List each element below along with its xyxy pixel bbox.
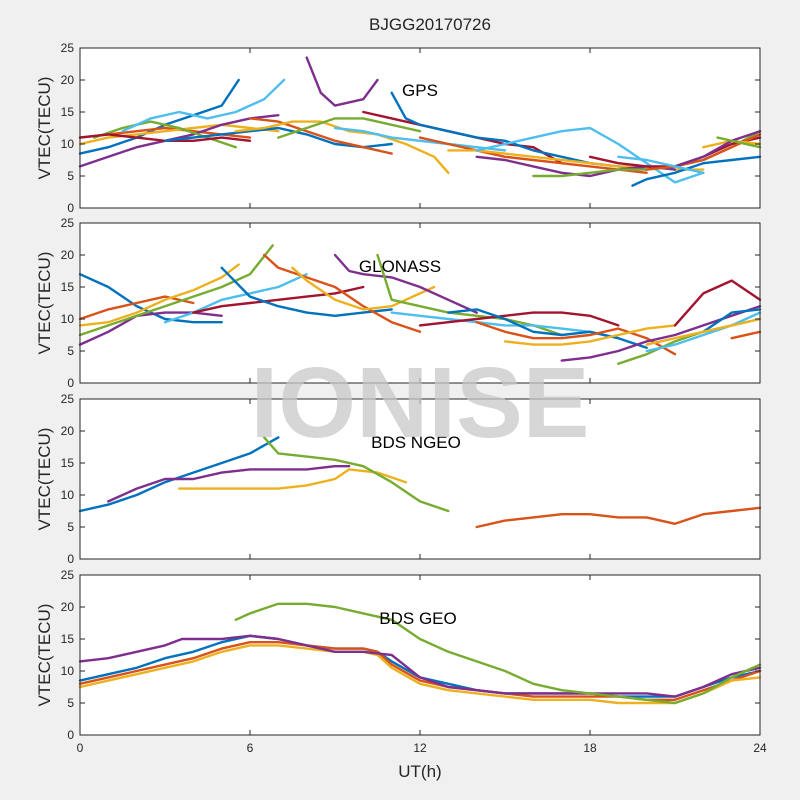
panel-3: 0 6 12 18 24 0 5 10 15 20 25 VTEC(TECU) BDS GEO: [35, 568, 767, 755]
series-line: [177, 468, 407, 490]
y-tick-label: 5: [67, 344, 74, 358]
watermark: IONISE: [251, 347, 590, 459]
y-tick-label: 20: [61, 248, 75, 262]
series-line: [121, 78, 286, 133]
y-tick-label: 0: [67, 376, 74, 390]
panel-1: 0 5 10 15 20 25 VTEC(TECU) GLONASS: [35, 216, 762, 390]
series-line: [277, 117, 422, 139]
y-tick-label: 0: [67, 728, 74, 742]
series-line: [234, 602, 762, 705]
series-line: [645, 317, 762, 346]
series-line: [560, 305, 762, 362]
series-line: [475, 506, 762, 529]
series-line: [107, 465, 351, 503]
y-tick-label: 25: [61, 216, 75, 230]
panel-label: BDS NGEO: [371, 433, 461, 452]
plot-area: [80, 575, 760, 735]
series-line: [263, 253, 422, 333]
y-tick-label: 15: [61, 280, 75, 294]
y-tick-label: 10: [61, 312, 75, 326]
series-line: [163, 273, 308, 324]
series-line: [333, 126, 507, 152]
series-line: [475, 321, 677, 356]
series-line: [263, 436, 450, 513]
y-axis-label: VTEC(TECU): [35, 428, 54, 531]
x-tick-label: 6: [247, 741, 254, 755]
y-tick-label: 5: [67, 169, 74, 183]
x-tick-label: 18: [583, 741, 597, 755]
y-tick-label: 0: [67, 552, 74, 566]
y-tick-label: 15: [61, 105, 75, 119]
panel-label: GPS: [402, 81, 438, 100]
panel-label: BDS GEO: [379, 609, 456, 628]
series-group: [78, 436, 762, 529]
series-line: [716, 136, 762, 149]
series-line: [192, 285, 365, 314]
y-tick-label: 10: [61, 488, 75, 502]
series-line: [78, 644, 762, 705]
series-line: [78, 113, 280, 168]
series-line: [78, 263, 240, 327]
y-tick-label: 20: [61, 73, 75, 87]
series-line: [291, 266, 436, 311]
chart-panels: 0 5 10 15 20 25 VTEC(TECU) GPS 0 5 10 15 20 25 VTEC(TE…: [35, 41, 767, 755]
y-tick-label: 25: [61, 568, 75, 582]
y-tick-label: 25: [61, 41, 75, 55]
series-group: [78, 244, 762, 365]
panel-label: GLONASS: [359, 257, 441, 276]
x-tick-label: 0: [77, 741, 84, 755]
figure-title: BJGG20170726: [369, 15, 491, 34]
y-axis-label: VTEC(TECU): [35, 252, 54, 355]
series-line: [702, 308, 762, 333]
series-line: [305, 56, 379, 107]
series-line: [418, 311, 620, 327]
series-line: [673, 279, 762, 327]
series-line: [248, 117, 393, 155]
y-tick-label: 20: [61, 424, 75, 438]
series-line: [78, 123, 280, 146]
x-axis-label: UT(h): [398, 762, 441, 781]
series-line: [78, 436, 280, 513]
y-tick-label: 0: [67, 201, 74, 215]
y-axis-label: VTEC(TECU): [35, 77, 54, 180]
series-line: [78, 295, 195, 321]
series-line: [503, 324, 677, 346]
series-line: [390, 311, 620, 340]
x-tick-label: 12: [413, 741, 427, 755]
y-tick-label: 15: [61, 632, 75, 646]
y-tick-label: 10: [61, 664, 75, 678]
series-line: [631, 155, 762, 187]
series-group: [78, 602, 762, 705]
series-line: [78, 311, 223, 346]
y-tick-label: 15: [61, 456, 75, 470]
series-line: [645, 311, 762, 353]
series-line: [220, 266, 393, 317]
series-line: [234, 120, 450, 175]
series-group: [78, 56, 762, 187]
x-tick-label: 24: [753, 741, 767, 755]
series-line: [78, 273, 223, 324]
y-tick-label: 5: [67, 520, 74, 534]
series-line: [78, 634, 762, 698]
series-line: [418, 136, 648, 175]
y-tick-label: 5: [67, 696, 74, 710]
panel-0: 0 5 10 15 20 25 VTEC(TECU) GPS: [35, 41, 762, 215]
y-tick-label: 10: [61, 137, 75, 151]
y-tick-label: 25: [61, 392, 75, 406]
series-line: [78, 634, 762, 698]
y-tick-label: 20: [61, 600, 75, 614]
panel-2: 0 5 10 15 20 25 VTEC(TECU) BDS NGEO: [35, 392, 762, 566]
series-line: [333, 253, 478, 314]
series-line: [78, 244, 274, 337]
y-axis-label: VTEC(TECU): [35, 604, 54, 707]
series-line: [730, 330, 762, 340]
series-line: [673, 129, 762, 168]
series-line: [617, 155, 705, 175]
